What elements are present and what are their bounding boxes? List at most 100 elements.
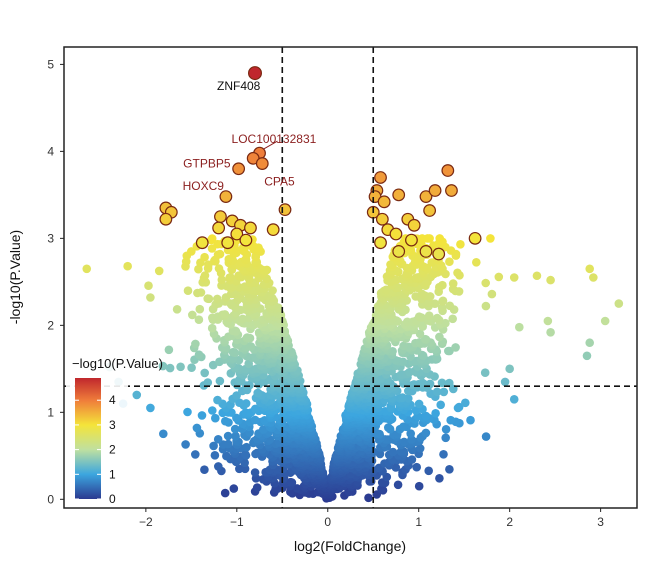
data-point: [194, 264, 203, 274]
data-point: [446, 415, 456, 425]
data-point: [132, 390, 142, 400]
data-point: [223, 431, 233, 441]
data-point: [415, 329, 425, 339]
data-point: [200, 368, 209, 378]
data-point: [191, 339, 200, 349]
data-point: [164, 345, 174, 355]
data-point: [252, 483, 262, 492]
significant-point: [266, 223, 280, 237]
significant-point: [389, 227, 403, 241]
data-point: [585, 264, 595, 274]
data-point: [238, 314, 247, 324]
data-point: [176, 362, 185, 372]
data-point: [210, 451, 220, 460]
data-point: [209, 441, 218, 451]
data-point: [582, 351, 592, 361]
significant-point: [419, 190, 433, 204]
significant-point: [392, 245, 406, 258]
data-point: [292, 484, 302, 493]
data-point: [372, 490, 382, 499]
data-point: [183, 286, 193, 296]
label-leader-line: [263, 140, 278, 150]
data-point: [472, 258, 481, 267]
data-point: [399, 341, 408, 351]
significant-point: [278, 203, 292, 217]
data-point: [213, 294, 222, 304]
data-point: [286, 477, 296, 487]
significant-point: [445, 184, 458, 197]
data-point: [494, 272, 504, 282]
data-point: [436, 400, 446, 410]
x-tick-label: 2: [506, 515, 513, 529]
data-point: [194, 315, 204, 325]
data-point: [228, 347, 238, 357]
data-point: [481, 301, 491, 311]
data-point: [226, 273, 235, 282]
x-axis-title: log2(FoldChange): [294, 538, 406, 554]
data-point: [415, 444, 425, 453]
data-point: [432, 387, 442, 397]
plot-border: [63, 46, 638, 509]
significant-point: [377, 195, 391, 209]
gene-label: LOC100132831: [232, 132, 317, 146]
y-tick-label: 1: [47, 405, 54, 419]
x-tick-label: −1: [230, 515, 244, 529]
data-point: [399, 422, 408, 432]
data-point: [487, 289, 497, 299]
significant-points: [159, 66, 482, 261]
significant-point: [375, 212, 389, 226]
data-point: [215, 249, 225, 259]
significant-point: [248, 66, 263, 81]
data-point: [438, 280, 447, 290]
significant-point: [214, 210, 227, 224]
data-point: [194, 350, 204, 360]
significant-point: [468, 231, 482, 245]
data-point: [418, 378, 428, 388]
data-point: [211, 413, 220, 423]
data-point: [435, 474, 444, 483]
data-point: [543, 316, 553, 326]
data-point: [235, 398, 244, 408]
data-point: [191, 450, 200, 459]
gene-label: GTPBP5: [183, 156, 231, 170]
data-point: [215, 376, 225, 386]
y-axis-title: -log10(P.Value): [7, 230, 23, 324]
legend-title: −log10(P.Value): [72, 356, 163, 371]
significant-point: [392, 188, 406, 202]
significant-point: [428, 184, 442, 197]
legend-ticks: 0 1 2 3 4: [75, 393, 116, 506]
data-point: [453, 268, 462, 278]
data-point: [393, 480, 403, 490]
data-point: [200, 465, 209, 475]
data-point: [448, 314, 458, 324]
data-point: [188, 310, 197, 320]
data-point: [253, 388, 262, 398]
data-point: [448, 279, 458, 288]
legend-tick-label: 4: [109, 393, 116, 407]
data-point: [231, 431, 240, 441]
data-point: [187, 363, 196, 373]
data-point: [214, 264, 224, 273]
data-point: [223, 439, 233, 449]
data-point: [234, 271, 243, 281]
data-point: [481, 278, 491, 288]
y-tick-label: 0: [47, 492, 54, 506]
data-point: [181, 440, 190, 449]
data-point: [456, 240, 465, 249]
data-point: [245, 342, 254, 351]
data-point: [230, 424, 240, 434]
data-point: [454, 402, 464, 412]
data-point: [435, 234, 445, 243]
data-point: [412, 462, 422, 472]
data-point: [159, 429, 168, 439]
y-tick-label: 4: [47, 144, 54, 158]
y-tick-label: 2: [47, 318, 54, 332]
data-point: [466, 415, 475, 425]
data-point: [424, 466, 434, 476]
data-point: [451, 343, 460, 352]
data-point: [481, 432, 491, 441]
data-point: [505, 364, 514, 374]
data-point: [414, 312, 424, 322]
